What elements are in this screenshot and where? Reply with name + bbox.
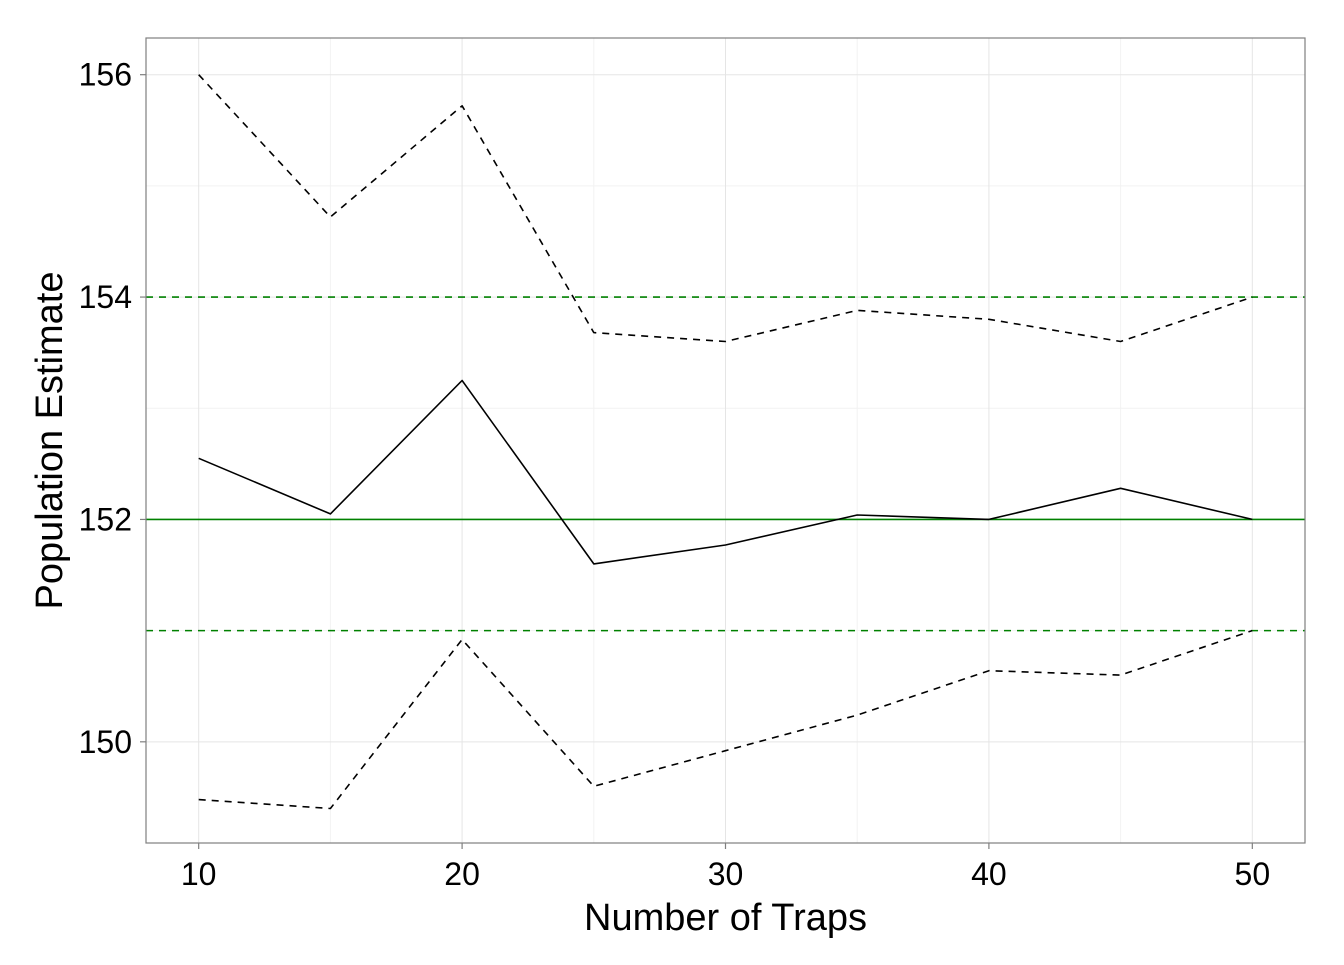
x-axis: 10 20 30 40 50 — [181, 843, 1270, 892]
x-tick-label: 30 — [708, 856, 744, 892]
series-lines — [198, 74, 1253, 810]
x-tick-label: 10 — [181, 856, 217, 892]
y-tick-label: 150 — [79, 724, 132, 760]
series-line-2 — [198, 74, 1253, 343]
y-axis: 150 152 154 156 — [79, 57, 146, 760]
x-tick-label: 40 — [971, 856, 1007, 892]
y-tick-label: 156 — [79, 57, 132, 93]
y-tick-label: 152 — [79, 501, 132, 537]
x-tick-label: 20 — [444, 856, 480, 892]
y-axis-title: Population Estimate — [29, 272, 71, 610]
series-line-1 — [198, 379, 1253, 565]
series-line-3 — [198, 629, 1253, 810]
x-axis-title: Number of Traps — [584, 897, 867, 939]
reference-lines — [146, 296, 1305, 632]
y-tick-label: 154 — [79, 279, 132, 315]
x-tick-label: 50 — [1235, 856, 1271, 892]
